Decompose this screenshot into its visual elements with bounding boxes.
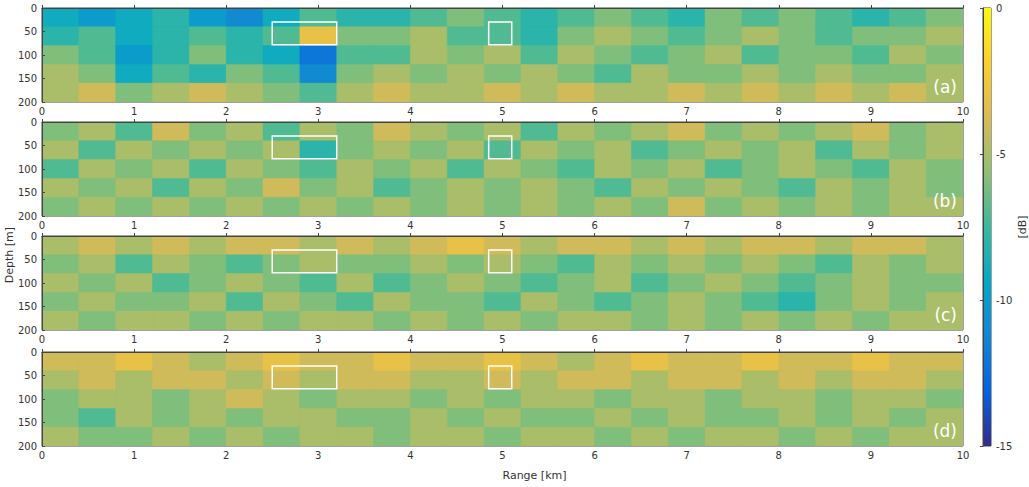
svg-text:(a): (a) [933,77,957,97]
svg-text:2: 2 [223,106,229,117]
svg-text:Depth [m]: Depth [m] [3,227,16,283]
svg-text:2: 2 [223,450,229,461]
svg-text:5: 5 [499,450,505,461]
svg-text:5: 5 [499,334,505,345]
svg-text:(c): (c) [934,305,957,325]
svg-text:0: 0 [31,3,37,14]
svg-text:0: 0 [31,117,37,128]
svg-text:50: 50 [24,370,37,381]
svg-text:4: 4 [407,106,413,117]
svg-text:4: 4 [407,334,413,345]
svg-text:10: 10 [957,334,970,345]
svg-text:9: 9 [868,220,874,231]
svg-text:-15: -15 [996,441,1012,452]
svg-text:7: 7 [684,106,690,117]
svg-text:9: 9 [868,450,874,461]
svg-text:[dB]: [dB] [1016,215,1029,238]
svg-text:100: 100 [18,164,37,175]
svg-text:100: 100 [18,394,37,405]
svg-text:3: 3 [315,220,321,231]
svg-text:0: 0 [31,231,37,242]
svg-text:-5: -5 [996,149,1006,160]
svg-text:0: 0 [39,450,45,461]
svg-text:(d): (d) [933,421,957,441]
svg-text:50: 50 [24,140,37,151]
svg-text:6: 6 [591,220,597,231]
svg-text:9: 9 [868,334,874,345]
svg-text:2: 2 [223,334,229,345]
svg-text:1: 1 [131,106,137,117]
svg-text:0: 0 [31,347,37,358]
svg-text:100: 100 [18,50,37,61]
svg-text:9: 9 [868,106,874,117]
svg-text:200: 200 [18,97,37,108]
svg-text:-10: -10 [996,295,1012,306]
svg-text:10: 10 [957,220,970,231]
svg-text:Range [km]: Range [km] [502,469,566,482]
svg-text:200: 200 [18,325,37,336]
svg-text:200: 200 [18,211,37,222]
svg-text:0: 0 [39,334,45,345]
svg-text:0: 0 [39,220,45,231]
svg-text:2: 2 [223,220,229,231]
svg-text:0: 0 [39,106,45,117]
svg-text:150: 150 [18,187,37,198]
svg-text:150: 150 [18,417,37,428]
svg-text:0: 0 [996,3,1002,14]
svg-text:7: 7 [684,450,690,461]
svg-text:150: 150 [18,301,37,312]
svg-text:8: 8 [776,450,782,461]
svg-text:1: 1 [131,334,137,345]
svg-text:6: 6 [591,334,597,345]
svg-text:1: 1 [131,220,137,231]
svg-text:7: 7 [684,334,690,345]
svg-text:8: 8 [776,220,782,231]
svg-text:1: 1 [131,450,137,461]
svg-text:5: 5 [499,106,505,117]
svg-text:3: 3 [315,450,321,461]
svg-text:10: 10 [957,106,970,117]
svg-text:200: 200 [18,441,37,452]
svg-text:100: 100 [18,278,37,289]
svg-text:7: 7 [684,220,690,231]
svg-text:8: 8 [776,334,782,345]
svg-text:6: 6 [591,106,597,117]
svg-text:6: 6 [591,450,597,461]
svg-text:150: 150 [18,73,37,84]
svg-text:50: 50 [24,26,37,37]
svg-text:5: 5 [499,220,505,231]
svg-text:8: 8 [776,106,782,117]
svg-text:10: 10 [957,450,970,461]
svg-text:50: 50 [24,254,37,265]
svg-text:3: 3 [315,334,321,345]
svg-text:4: 4 [407,450,413,461]
svg-text:(b): (b) [933,191,957,211]
svg-text:4: 4 [407,220,413,231]
svg-text:3: 3 [315,106,321,117]
